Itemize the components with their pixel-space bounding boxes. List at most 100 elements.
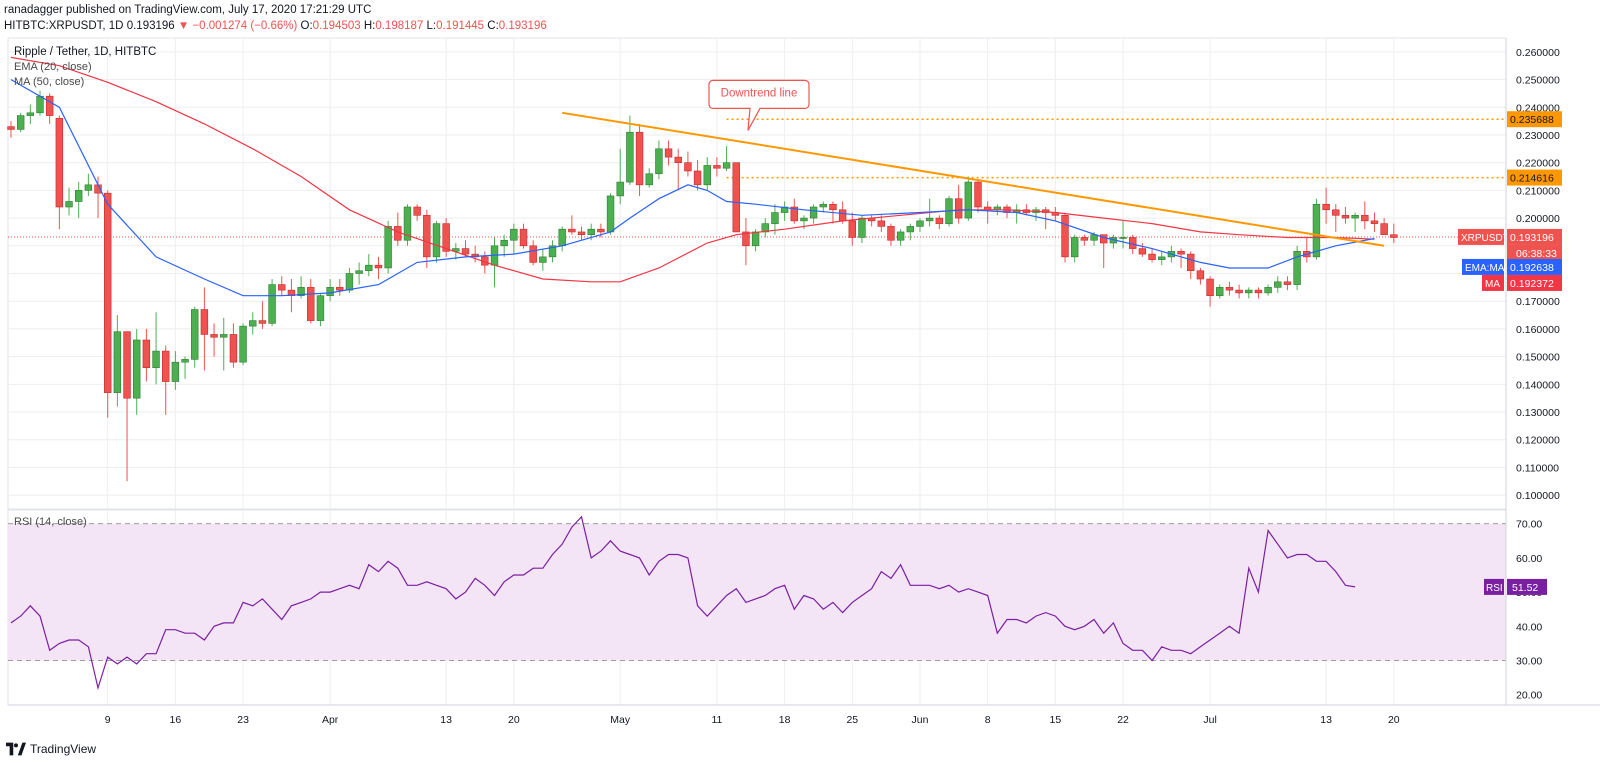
bullish-candle xyxy=(616,181,624,197)
bullish-candle xyxy=(432,223,441,258)
bearish-candle xyxy=(974,181,982,208)
bearish-candle xyxy=(1322,203,1330,211)
ma-price-tag xyxy=(1507,274,1562,291)
bullish-candle xyxy=(326,287,334,296)
bullish-candle xyxy=(345,273,354,291)
ema-name-tag xyxy=(1462,258,1504,275)
down-arrow-icon: ▼ xyxy=(177,20,190,32)
price-tick-label: 0.120000 xyxy=(1516,435,1560,447)
time-tick-label: Jun xyxy=(912,714,929,726)
bearish-candle xyxy=(790,206,798,222)
bearish-candle xyxy=(597,228,605,233)
close-label: C: xyxy=(487,20,499,32)
change-value: −0.001274 (−0.66%) xyxy=(192,20,298,32)
bearish-candle xyxy=(1138,248,1147,255)
legend-entry: MA (50, close) xyxy=(14,76,84,88)
time-tick-label: 20 xyxy=(508,714,520,726)
bearish-candle xyxy=(55,118,64,208)
price-tick-label: 0.150000 xyxy=(1516,352,1560,364)
bearish-candle xyxy=(519,228,528,247)
bullish-candle xyxy=(703,165,711,186)
bearish-candle xyxy=(1080,237,1089,241)
bullish-candle xyxy=(819,203,827,208)
open-value: 0.194503 xyxy=(312,20,361,32)
bullish-candle xyxy=(1274,281,1282,288)
bullish-candle xyxy=(84,184,93,191)
bullish-candle xyxy=(16,115,25,130)
bearish-candle xyxy=(684,162,692,172)
time-tick-label: 25 xyxy=(846,714,858,726)
rsi-tick-label: 30.00 xyxy=(1516,656,1542,668)
time-tick-label: 11 xyxy=(711,714,722,726)
time-tick-label: Apr xyxy=(322,714,339,726)
xrpusdt-price-tag xyxy=(1507,228,1562,245)
time-tick-label: 9 xyxy=(105,714,111,726)
bullish-candle xyxy=(1264,287,1272,294)
bullish-candle xyxy=(655,148,663,175)
bullish-candle xyxy=(809,206,818,219)
bearish-candle xyxy=(887,226,895,241)
bullish-candle xyxy=(510,228,518,241)
xrpusdt-price-label: 0.193196 xyxy=(1510,232,1554,244)
bullish-candle xyxy=(925,217,934,222)
price-tick-label: 0.140000 xyxy=(1516,379,1560,391)
rsi-value-label: 51.52 xyxy=(1512,582,1538,594)
callout-text: Downtrend line xyxy=(721,87,798,99)
bullish-candle xyxy=(1312,203,1321,258)
bearish-candle xyxy=(693,170,702,186)
bullish-candle xyxy=(403,206,412,241)
bullish-candle xyxy=(751,231,760,247)
bullish-candle xyxy=(365,264,373,272)
bearish-candle xyxy=(336,287,344,291)
bullish-candle xyxy=(65,201,73,208)
published-line: ranadagger published on TradingView.com,… xyxy=(4,4,372,16)
high-value: 0.198187 xyxy=(375,20,424,32)
bearish-candle xyxy=(674,156,682,163)
level-price-label: 0.235688 xyxy=(1510,114,1554,126)
symbol-label: HITBTC:XRPUSDT, 1D xyxy=(4,20,124,32)
bullish-candle xyxy=(152,350,160,369)
bullish-candle xyxy=(133,339,141,399)
bearish-candle xyxy=(229,334,238,363)
downtrend-callout: Downtrend line xyxy=(708,79,810,131)
bearish-candle xyxy=(162,350,170,382)
time-tick-label: 13 xyxy=(440,714,452,726)
rsi-band xyxy=(8,523,1506,661)
low-label: L: xyxy=(426,20,437,32)
bearish-candle xyxy=(635,131,644,186)
ema-20-line xyxy=(10,79,1375,297)
price-tick-label: 0.210000 xyxy=(1516,185,1560,197)
bullish-candle xyxy=(355,270,363,274)
chart-canvas[interactable]: 0.2600000.2500000.2400000.2300000.220000… xyxy=(0,36,1600,736)
countdown-tag xyxy=(1507,244,1562,261)
ema-price-tag xyxy=(1507,258,1562,275)
bullish-candle xyxy=(113,331,122,393)
bearish-candle xyxy=(123,331,131,399)
bearish-candle xyxy=(1148,253,1156,260)
bearish-candle xyxy=(45,95,54,116)
rsi-tick-label: 70.00 xyxy=(1516,519,1542,531)
bullish-candle xyxy=(896,231,905,241)
time-tick-label: 13 xyxy=(1320,714,1332,726)
bearish-candle xyxy=(461,248,470,255)
time-tick-label: 22 xyxy=(1117,714,1129,726)
close-value: 0.193196 xyxy=(126,20,175,32)
bullish-candle xyxy=(500,239,508,247)
bearish-candle xyxy=(442,223,450,252)
bullish-candle xyxy=(626,131,634,183)
bearish-candle xyxy=(742,231,750,247)
tradingview-logo-icon xyxy=(6,742,26,756)
bullish-candle xyxy=(384,226,392,269)
bullish-candle xyxy=(771,212,779,224)
bullish-candle xyxy=(171,361,180,382)
price-tick-label: 0.220000 xyxy=(1516,158,1560,170)
bullish-candle xyxy=(906,226,915,233)
rsi-tick-label: 40.00 xyxy=(1516,621,1542,633)
price-tick-label: 0.230000 xyxy=(1516,130,1560,142)
time-tick-label: 8 xyxy=(985,714,991,726)
bullish-candle xyxy=(74,190,83,202)
rsi-name-tag xyxy=(1484,578,1504,595)
bearish-candle xyxy=(1177,251,1185,255)
bearish-candle xyxy=(713,165,721,169)
price-tick-label: 0.260000 xyxy=(1516,47,1560,59)
